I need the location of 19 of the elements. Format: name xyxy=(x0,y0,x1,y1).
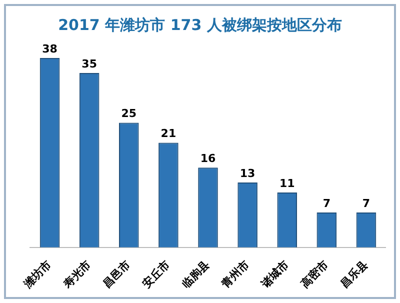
data-label: 25 xyxy=(121,107,137,120)
x-tick-label: 安丘市 xyxy=(140,258,173,290)
data-label: 35 xyxy=(82,57,97,70)
x-tick-label: 高密市 xyxy=(298,258,331,290)
data-label: 13 xyxy=(240,166,256,180)
x-tick-label: 潍坊市 xyxy=(20,258,54,292)
x-tick-label: 临朐县 xyxy=(180,258,212,290)
data-label: 16 xyxy=(200,152,216,165)
x-tick-label: 昌乐县 xyxy=(338,258,370,290)
x-tick-label: 诸城市 xyxy=(258,258,292,292)
x-tick-label: 寿光市 xyxy=(60,258,94,292)
x-tick-label: 青州市 xyxy=(218,258,252,292)
chart-title: 2017 年潍坊市 173 人被绑架按地区分布 xyxy=(57,16,343,35)
data-label: 38 xyxy=(42,42,58,56)
x-tick-label: 昌邑市 xyxy=(100,258,134,290)
data-label: 7 xyxy=(362,196,370,210)
data-label: 11 xyxy=(279,176,295,190)
data-label: 7 xyxy=(322,196,330,210)
data-label: 21 xyxy=(160,127,176,140)
